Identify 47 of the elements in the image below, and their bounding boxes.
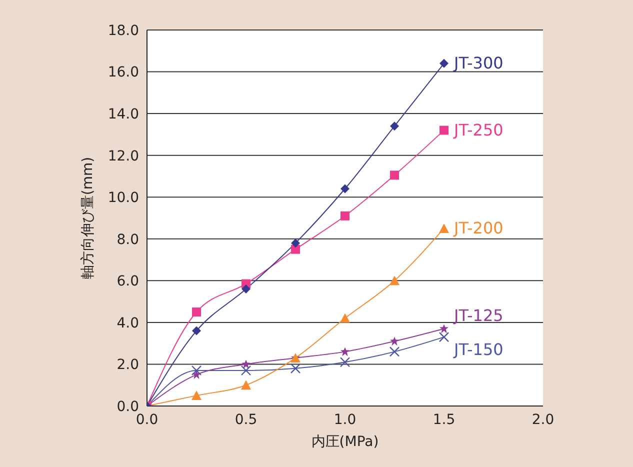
point: [340, 313, 350, 323]
point: [192, 370, 201, 380]
point: [440, 126, 448, 135]
point: [438, 332, 450, 342]
point: [241, 380, 251, 390]
point: [242, 284, 250, 294]
point: [242, 360, 250, 369]
point: [192, 390, 202, 400]
point: [340, 347, 350, 356]
point: [340, 357, 350, 368]
point: [291, 238, 300, 248]
point: [440, 324, 448, 334]
point: [191, 365, 202, 376]
point: [390, 170, 399, 180]
point: [240, 365, 252, 376]
y-tick-label: 8.0: [116, 232, 139, 248]
point: [340, 211, 350, 220]
point: [439, 223, 449, 233]
point: [440, 58, 448, 68]
y-tick-label: 12.0: [108, 148, 139, 164]
y-tick-label: 18.0: [108, 22, 139, 39]
x-tick-label: 1.5: [432, 412, 456, 428]
point: [390, 336, 399, 346]
y-tick-label: 4.0: [116, 315, 139, 332]
series-label: JT-250: [453, 120, 504, 140]
x-axis-title: 内圧(MPa): [311, 434, 379, 450]
point: [340, 184, 350, 194]
series-label: JT-150: [453, 340, 504, 359]
x-tick-label: 1.0: [334, 412, 356, 428]
point: [390, 122, 399, 131]
point: [290, 363, 301, 374]
series-label: JT-125: [453, 306, 504, 325]
y-tick-label: 14.0: [108, 106, 139, 123]
y-tick-label: 10.0: [108, 190, 139, 206]
y-tick-label: 2.0: [116, 357, 139, 374]
point: [291, 244, 300, 254]
series-label: JT-200: [453, 218, 504, 238]
point: [389, 346, 400, 357]
x-tick-label: 2.0: [532, 412, 554, 428]
series-label: JT-300: [453, 53, 504, 72]
y-tick-label: 6.0: [116, 274, 139, 290]
y-axis-title: 軸方向伸び量(mm): [80, 156, 96, 280]
point: [390, 276, 400, 286]
y-tick-label: 16.0: [108, 64, 139, 81]
point: [192, 326, 201, 336]
point: [192, 308, 201, 316]
x-tick-label: 0.5: [234, 412, 258, 428]
